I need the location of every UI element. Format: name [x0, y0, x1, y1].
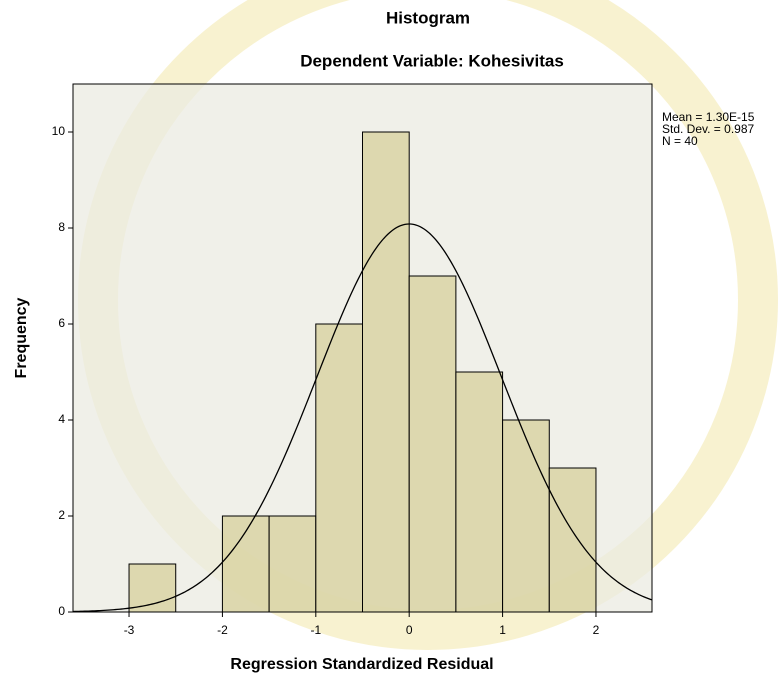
y-tick-label: 2 — [58, 508, 65, 522]
x-axis-label: Regression Standardized Residual — [230, 656, 493, 673]
y-tick-label: 4 — [58, 412, 65, 426]
x-tick-label: -3 — [124, 623, 135, 637]
x-tick-label: -1 — [310, 623, 321, 637]
y-axis-label: Frequency — [13, 297, 30, 378]
x-tick-label: 0 — [406, 623, 413, 637]
y-tick-label: 0 — [58, 604, 65, 618]
chart-title: Histogram — [386, 8, 470, 27]
bar — [316, 324, 363, 612]
bar — [129, 564, 176, 612]
chart: Histogram Dependent Variable: Kohesivita… — [0, 0, 781, 678]
bar — [456, 372, 503, 612]
chart-subtitle: Dependent Variable: Kohesivitas — [300, 51, 564, 70]
x-tick-label: -2 — [217, 623, 228, 637]
bar — [269, 516, 316, 612]
stat-label: N = 40 — [662, 134, 698, 148]
y-tick-label: 10 — [52, 124, 66, 138]
bar — [549, 468, 596, 612]
bar — [409, 276, 456, 612]
bar — [363, 132, 410, 612]
y-tick-label: 6 — [58, 316, 65, 330]
bar — [503, 420, 550, 612]
x-tick-label: 2 — [593, 623, 600, 637]
x-tick-label: 1 — [499, 623, 506, 637]
y-tick-label: 8 — [58, 220, 65, 234]
